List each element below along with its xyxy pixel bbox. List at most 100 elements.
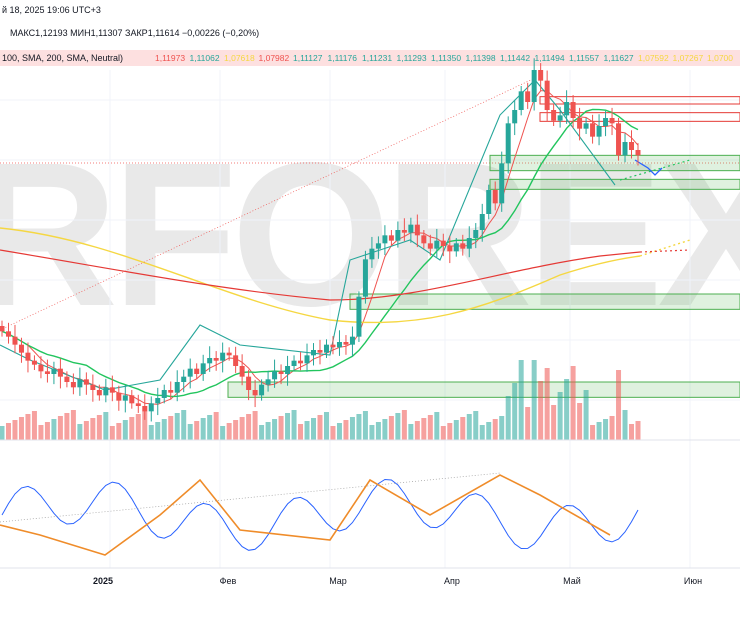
candle-body-2 <box>12 336 18 345</box>
candle-body-83 <box>538 70 544 81</box>
volume-bar-1 <box>5 423 11 440</box>
ma-legend-values: 1,11973 1,11062 1,07618 1,07982 1,11127 1,111… <box>155 53 733 63</box>
volume-bar-19 <box>122 420 128 440</box>
candle-body-93 <box>603 118 609 126</box>
candle-body-3 <box>18 344 24 353</box>
volume-bar-42 <box>272 419 278 440</box>
volume-bars <box>0 360 641 440</box>
candle-body-70 <box>453 243 459 252</box>
candle-body-50 <box>323 344 329 353</box>
candle-body-10 <box>64 376 70 382</box>
volume-bar-88 <box>570 366 576 440</box>
ma-red-line <box>0 249 641 301</box>
volume-bar-56 <box>362 411 368 440</box>
candle-body-6 <box>38 364 44 372</box>
candle-body-95 <box>616 123 622 156</box>
candle-body-52 <box>336 342 342 348</box>
volume-bar-71 <box>460 417 466 440</box>
candle-body-81 <box>525 91 531 102</box>
volume-bar-90 <box>583 390 589 440</box>
ma-value-7: 1,11293 <box>397 53 427 63</box>
ma-value-1: 1,11062 <box>190 53 220 63</box>
candle-body-19 <box>122 395 128 401</box>
oscillator-line <box>1 478 639 551</box>
candle-body-47 <box>304 355 310 364</box>
candle-body-64 <box>414 224 420 236</box>
volume-bar-95 <box>616 370 622 440</box>
ma-value-10: 1,11442 <box>500 53 530 63</box>
candle-body-38 <box>246 376 252 390</box>
candle-body-33 <box>213 358 219 361</box>
zone-2 <box>489 154 740 172</box>
ma-value-11: 1,11494 <box>535 53 565 63</box>
volume-bar-72 <box>466 414 472 440</box>
volume-bar-49 <box>317 415 323 440</box>
candle-body-7 <box>44 371 50 374</box>
candle-body-65 <box>421 235 427 244</box>
volume-bar-13 <box>83 421 89 440</box>
candle-body-60 <box>388 235 394 241</box>
zone-4 <box>349 293 740 310</box>
volume-bar-36 <box>233 420 239 440</box>
ma-yellow-projection <box>639 239 691 257</box>
volume-bar-23 <box>148 425 154 440</box>
candle-body-1 <box>5 331 11 337</box>
candles <box>0 58 641 422</box>
candle-body-53 <box>343 342 349 345</box>
volume-bar-73 <box>473 411 479 440</box>
volume-bar-94 <box>609 416 615 440</box>
header-date: й 18, 2025 19:06 UTC+3 <box>2 5 101 15</box>
x-tick-2: Мар <box>329 576 347 586</box>
candle-body-23 <box>148 403 154 412</box>
candle-body-84 <box>544 80 550 110</box>
candle-body-97 <box>629 142 635 150</box>
volume-bar-97 <box>629 424 635 440</box>
candle-body-34 <box>220 352 226 361</box>
volume-bar-89 <box>577 403 583 440</box>
candle-body-15 <box>96 390 102 396</box>
candle-body-27 <box>174 382 180 393</box>
volume-bar-81 <box>525 407 531 440</box>
candle-body-36 <box>233 355 239 366</box>
volume-bar-52 <box>336 423 342 440</box>
volume-bar-3 <box>18 417 24 440</box>
volume-bar-6 <box>38 425 44 440</box>
candle-body-39 <box>252 390 258 396</box>
volume-bar-64 <box>414 421 420 440</box>
volume-bar-16 <box>103 412 109 440</box>
volume-bar-98 <box>635 421 641 440</box>
volume-bar-14 <box>90 418 96 440</box>
ma-value-14: 1,07592 <box>638 53 669 63</box>
candle-body-56 <box>362 259 368 297</box>
ma-value-9: 1,11398 <box>466 53 496 63</box>
candle-body-44 <box>285 366 291 374</box>
ma-value-2: 1,07618 <box>224 53 255 63</box>
volume-bar-93 <box>603 419 609 440</box>
volume-bar-21 <box>135 414 141 440</box>
candle-body-76 <box>492 190 498 204</box>
candle-body-9 <box>57 368 63 377</box>
volume-bar-96 <box>622 410 628 440</box>
volume-bar-47 <box>304 421 310 440</box>
volume-bar-37 <box>239 417 245 440</box>
volume-bar-91 <box>590 425 596 440</box>
ma-value-15: 1,07267 <box>673 53 704 63</box>
volume-bar-68 <box>440 426 446 440</box>
volume-bar-0 <box>0 426 5 440</box>
candle-body-98 <box>635 150 641 156</box>
volume-bar-39 <box>252 411 258 440</box>
oscillator-trend <box>0 472 501 523</box>
candle-body-92 <box>596 126 602 137</box>
volume-bar-77 <box>499 416 505 440</box>
candle-body-49 <box>317 350 323 353</box>
volume-bar-53 <box>343 420 349 440</box>
volume-bar-40 <box>259 425 265 440</box>
volume-bar-70 <box>453 420 459 440</box>
candle-body-71 <box>460 243 466 249</box>
ma-red-projection <box>639 249 691 253</box>
ma-value-4: 1,11127 <box>293 53 323 63</box>
volume-bar-76 <box>492 419 498 440</box>
volume-bar-46 <box>298 424 304 440</box>
candle-body-46 <box>298 360 304 364</box>
